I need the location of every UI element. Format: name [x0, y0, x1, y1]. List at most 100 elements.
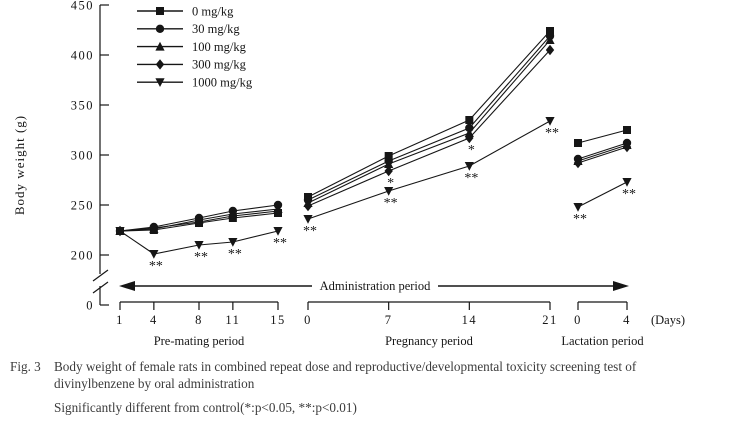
days-unit-label: (Days) [651, 313, 685, 327]
x-tick-label: 4 [623, 313, 631, 327]
significance-marker: ** [622, 187, 636, 202]
triangle-down-marker [573, 203, 583, 212]
axis-break-slash [92, 269, 109, 282]
diamond-marker [545, 44, 555, 56]
significance-marker: ** [303, 224, 317, 239]
x-tick-label: 0 [574, 313, 582, 327]
significance-marker: ** [464, 171, 478, 186]
x-tick-label: 4 [150, 313, 158, 327]
triangle-down-marker [464, 162, 474, 171]
significance-note: Significantly different from control(*:p… [54, 400, 357, 415]
legend-item: 0 mg/kg [137, 4, 234, 18]
caption-line-1: Body weight of female rats in combined r… [54, 359, 637, 374]
arrowhead-right [613, 281, 629, 291]
diamond-icon [155, 59, 165, 70]
series-line [307, 49, 551, 207]
y-tick-label: 0 [86, 299, 94, 313]
series-line [307, 30, 551, 198]
diamond-marker [273, 205, 283, 217]
series-line [307, 35, 551, 201]
significance-marker: ** [384, 196, 398, 211]
square-marker [623, 126, 631, 134]
x-axis-lactation: 0 4 Lactation period [561, 301, 644, 348]
administration-arrow-label: Administration period [320, 279, 431, 293]
y-tick-label: 250 [71, 199, 94, 213]
legend-label: 1000 mg/kg [192, 76, 253, 90]
significance-marker: ** [545, 126, 559, 141]
legend-item: 300 mg/kg [137, 58, 247, 72]
y-axis-title: Body weight (g) [12, 115, 27, 215]
diamond-marker [228, 210, 238, 222]
caption-text: Body weight of female rats in combined r… [54, 358, 725, 416]
diamond-marker [573, 157, 583, 169]
series-line [307, 39, 551, 204]
legend-label: 100 mg/kg [192, 40, 247, 54]
x-tick-label: 7 [385, 313, 393, 327]
figure-caption: Fig. 3 Body weight of female rats in com… [10, 358, 725, 416]
triangle-down-marker [273, 227, 283, 236]
triangle-down-marker [228, 238, 238, 247]
period-label: Lactation period [561, 334, 644, 348]
triangle-down-marker [384, 187, 394, 196]
square-icon [156, 7, 164, 15]
diamond-marker [384, 165, 393, 177]
significance-marker: * [387, 176, 394, 191]
diamond-marker [194, 216, 204, 228]
x-tick-label: 15 [270, 313, 286, 327]
x-tick-label: 0 [304, 313, 312, 327]
diamond-marker [149, 222, 159, 234]
significance-marker: ** [273, 236, 287, 251]
triangle-down-marker [149, 250, 159, 259]
triangle-down-icon [155, 78, 165, 87]
square-marker [574, 139, 582, 147]
x-tick-label: 1 [116, 313, 124, 327]
x-tick-label: 14 [462, 313, 478, 327]
series-line [307, 120, 551, 220]
square-marker [465, 116, 474, 124]
series-line [577, 129, 628, 144]
triangle-up-marker [545, 35, 555, 44]
diamond-marker [622, 141, 632, 153]
significance-marker: ** [194, 250, 208, 265]
period-label: Pregnancy period [385, 334, 474, 348]
figure-number: Fig. 3 [10, 359, 41, 374]
x-tick-label: 11 [225, 313, 240, 327]
legend-item: 30 mg/kg [137, 22, 240, 36]
diamond-marker [465, 132, 474, 144]
triangle-down-marker [194, 241, 204, 250]
legend: 0 mg/kg 30 mg/kg 100 mg/kg 300 mg/kg 1000 mg… [137, 4, 253, 90]
square-marker [384, 152, 393, 160]
diamond-marker [303, 200, 313, 212]
triangle-up-icon [155, 41, 165, 51]
triangle-up-marker [384, 159, 394, 168]
y-tick-label: 350 [71, 99, 94, 113]
y-axis: 450 400 350 300 250 200 0 [71, 0, 109, 313]
axis-break-slash [92, 281, 109, 294]
series-line [577, 181, 628, 208]
series-1000-mg-kg: **** **************** [115, 117, 636, 274]
legend-label: 300 mg/kg [192, 58, 247, 72]
significance-marker: * [468, 143, 475, 158]
triangle-down-marker [115, 227, 125, 236]
legend-label: 30 mg/kg [192, 22, 240, 36]
series-line [577, 144, 628, 162]
triangle-down-marker [545, 117, 555, 126]
significance-marker: ** [228, 247, 242, 262]
circle-icon [155, 24, 165, 33]
period-label: Pre-mating period [154, 334, 245, 348]
caption-line-2: divinylbenzene by oral administration [54, 376, 255, 391]
x-tick-label: 21 [542, 313, 558, 327]
arrowhead-left [119, 281, 135, 291]
square-marker [546, 27, 554, 35]
x-axis-pregnancy: 0 7 14 21 Pregnancy period [304, 301, 558, 348]
administration-arrow: Administration period [119, 279, 629, 293]
triangle-down-marker [622, 178, 632, 187]
x-axis-premating: 1 4 8 11 15 Pre-mating period [116, 301, 286, 348]
legend-item: 100 mg/kg [137, 40, 247, 54]
series-line [577, 142, 628, 160]
legend-label: 0 mg/kg [192, 4, 234, 18]
significance-marker: ** [149, 259, 163, 274]
significance-marker: ** [573, 212, 587, 227]
